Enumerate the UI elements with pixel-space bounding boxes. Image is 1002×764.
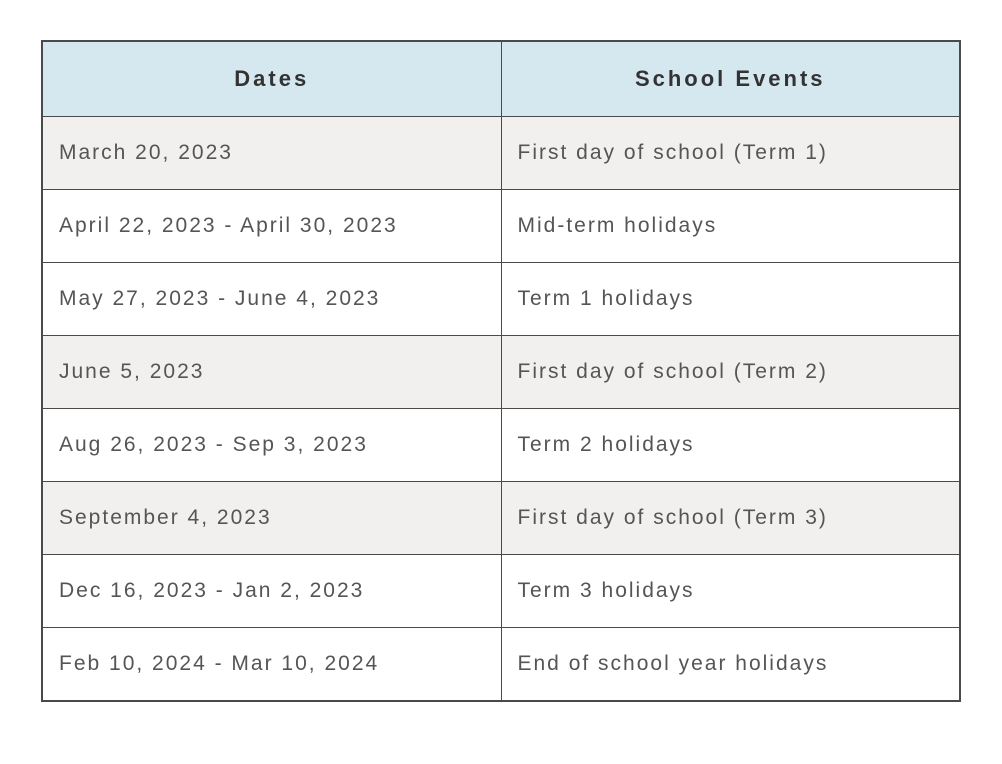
table-row: Dec 16, 2023 - Jan 2, 2023 Term 3 holida… [42,555,960,628]
cell-date: June 5, 2023 [42,336,501,409]
table-row: Feb 10, 2024 - Mar 10, 2024 End of schoo… [42,628,960,702]
cell-event: First day of school (Term 2) [501,336,960,409]
cell-event: End of school year holidays [501,628,960,702]
table-row: March 20, 2023 First day of school (Term… [42,117,960,190]
table-row: September 4, 2023 First day of school (T… [42,482,960,555]
cell-event: Mid-term holidays [501,190,960,263]
table-body: March 20, 2023 First day of school (Term… [42,117,960,702]
school-events-table: Dates School Events March 20, 2023 First… [41,40,961,702]
cell-event: Term 3 holidays [501,555,960,628]
table-row: Aug 26, 2023 - Sep 3, 2023 Term 2 holida… [42,409,960,482]
cell-event: First day of school (Term 3) [501,482,960,555]
table-header: Dates School Events [42,41,960,117]
cell-date: September 4, 2023 [42,482,501,555]
header-row: Dates School Events [42,41,960,117]
header-events: School Events [501,41,960,117]
cell-date: Feb 10, 2024 - Mar 10, 2024 [42,628,501,702]
table-row: April 22, 2023 - April 30, 2023 Mid-term… [42,190,960,263]
school-events-table-container: Dates School Events March 20, 2023 First… [41,40,961,702]
cell-date: Aug 26, 2023 - Sep 3, 2023 [42,409,501,482]
cell-date: Dec 16, 2023 - Jan 2, 2023 [42,555,501,628]
cell-date: April 22, 2023 - April 30, 2023 [42,190,501,263]
cell-date: May 27, 2023 - June 4, 2023 [42,263,501,336]
cell-event: First day of school (Term 1) [501,117,960,190]
cell-event: Term 2 holidays [501,409,960,482]
header-dates: Dates [42,41,501,117]
cell-date: March 20, 2023 [42,117,501,190]
table-row: May 27, 2023 - June 4, 2023 Term 1 holid… [42,263,960,336]
table-row: June 5, 2023 First day of school (Term 2… [42,336,960,409]
cell-event: Term 1 holidays [501,263,960,336]
